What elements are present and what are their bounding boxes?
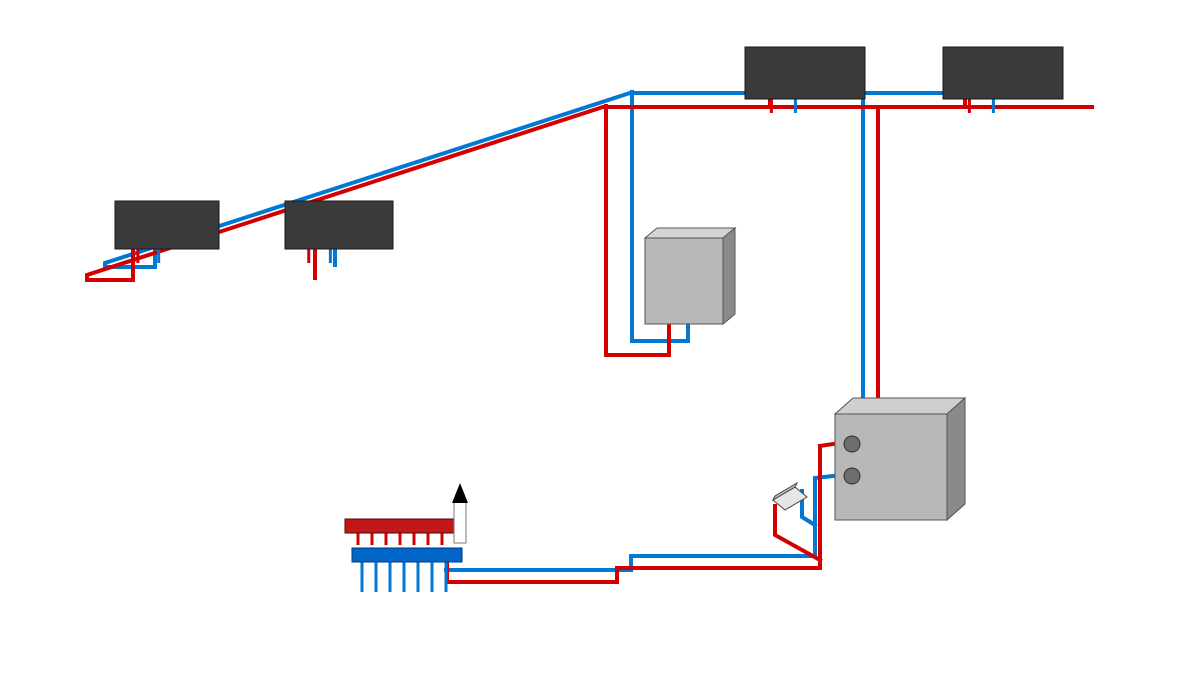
manifold-cold-bar	[352, 548, 462, 562]
manifold-hot-bar	[345, 519, 455, 533]
heating-piping-diagram	[0, 0, 1200, 675]
manifold-riser	[454, 499, 466, 543]
boiler-port-cold	[844, 468, 860, 484]
hot-pipe-6	[447, 446, 820, 582]
boiler-large	[835, 398, 965, 520]
hot-pipe-0	[87, 107, 1092, 280]
boiler-small	[645, 228, 735, 324]
radiator-front-right	[285, 201, 393, 263]
flow-arrow-icon	[452, 483, 468, 503]
radiator-back-right	[943, 47, 1063, 113]
manifold	[345, 483, 468, 592]
radiator-back-left	[745, 47, 865, 113]
hot-pipe-7	[820, 444, 833, 446]
boiler-port-hot	[844, 436, 860, 452]
